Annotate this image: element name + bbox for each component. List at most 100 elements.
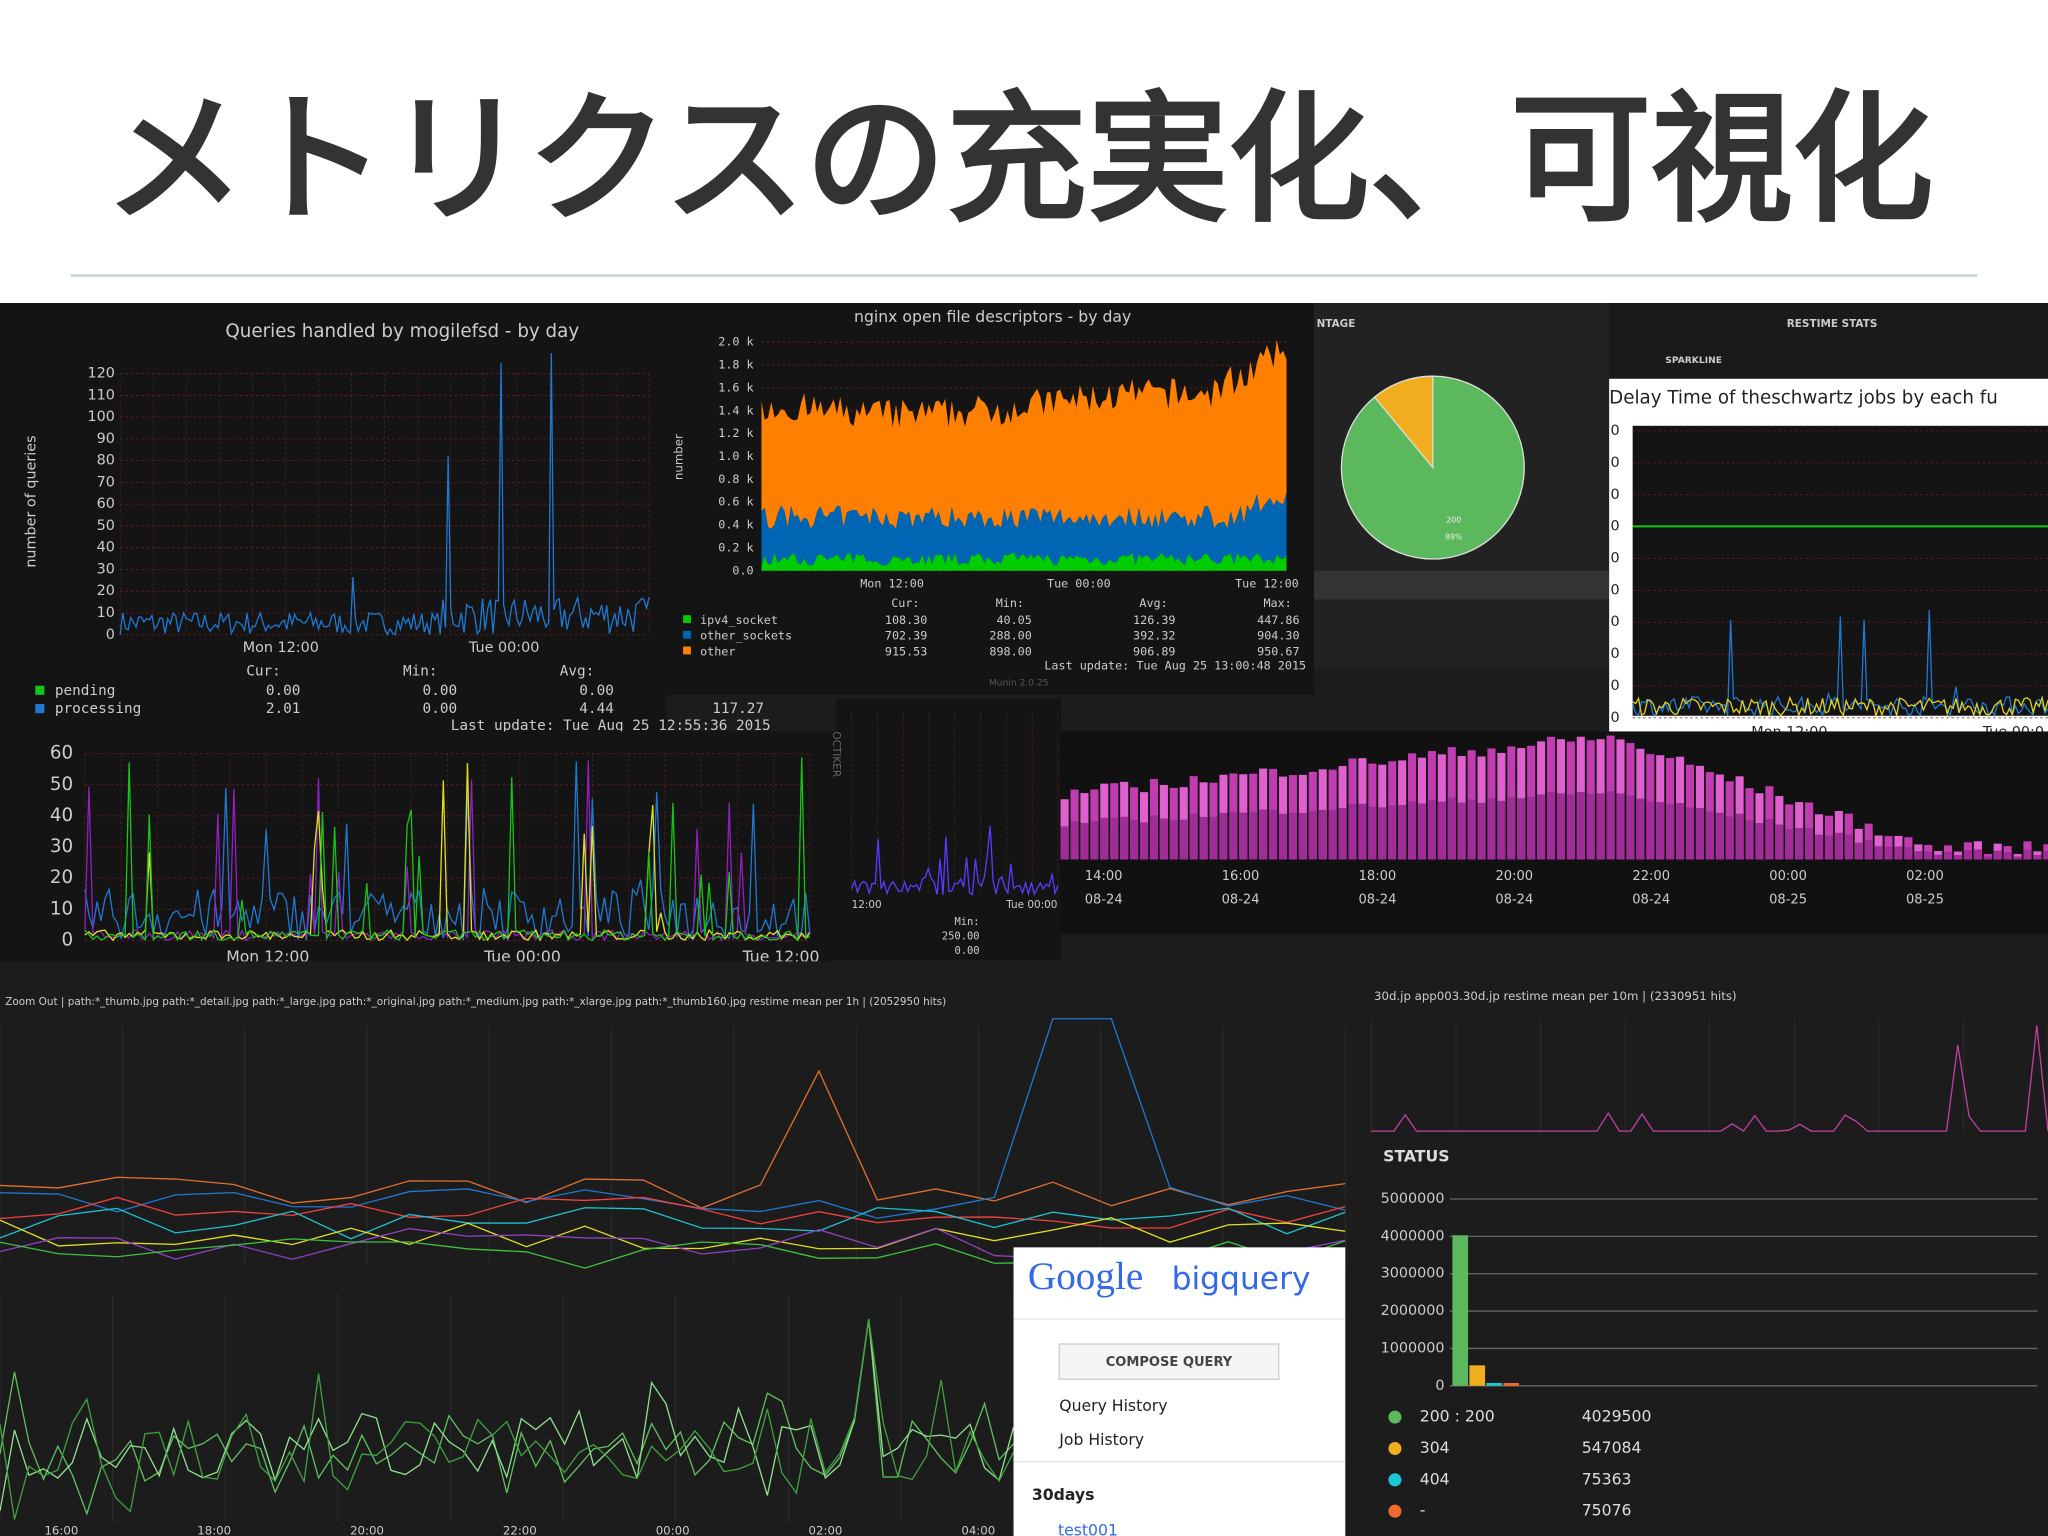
y-tick-label: 1.8 k — [718, 358, 753, 372]
y-tick-label: 0.8 k — [718, 472, 753, 486]
y-tick-label: 0 — [1610, 710, 1619, 726]
logo: Google — [1028, 1255, 1143, 1298]
bar-decor — [1775, 824, 1784, 860]
y-tick-label: 1.2 k — [718, 426, 753, 440]
area — [761, 552, 1287, 571]
bar-decor — [1656, 802, 1665, 860]
bar — [1503, 1382, 1520, 1386]
bar-decor — [1239, 812, 1248, 860]
stat: 904.30 — [1257, 629, 1299, 643]
trace — [0, 1207, 1346, 1240]
bar-decor — [1199, 817, 1208, 860]
bar-decor — [1209, 817, 1218, 860]
slice-label: 89% — [1445, 532, 1462, 541]
footer: Munin 2.0.25 — [989, 679, 1049, 689]
bar-decor — [1527, 796, 1536, 860]
y-tick-label: 0 — [1610, 614, 1619, 630]
bar-decor — [1864, 839, 1873, 860]
y-tick-label: 80 — [97, 453, 115, 469]
stat: 288.00 — [989, 629, 1031, 643]
legend-swatch — [35, 685, 45, 695]
x-tick-label: 12:00 — [852, 899, 882, 911]
nav-link[interactable]: Query History — [1059, 1396, 1167, 1415]
panel — [0, 1274, 1014, 1536]
bar-decor — [1934, 854, 1943, 860]
x-tick-label: Tue 00:00 — [468, 640, 539, 656]
chart-title: STATUS — [1383, 1147, 1449, 1166]
y-tick-label: 0 — [1610, 582, 1619, 598]
bar-decor — [2013, 856, 2022, 860]
bar-decor — [1616, 793, 1625, 860]
bar-decor — [1735, 813, 1744, 860]
bar-decor — [1606, 791, 1615, 860]
stat: 898.00 — [989, 644, 1031, 658]
trace — [84, 757, 811, 943]
nav-link[interactable]: Job History — [1058, 1430, 1144, 1449]
bar-decor — [1586, 793, 1595, 860]
legend-swatch — [683, 630, 691, 639]
button[interactable] — [1058, 1343, 1280, 1380]
button-label[interactable]: COMPOSE QUERY — [1106, 1355, 1233, 1370]
axis-label: number — [672, 434, 686, 480]
stat: 0.00 — [579, 683, 614, 699]
trace — [0, 1217, 1346, 1250]
trace — [84, 763, 811, 942]
bar-decor — [1477, 802, 1486, 860]
legend-label: other_sockets — [700, 629, 792, 643]
bar-decor — [1278, 813, 1288, 860]
logo-product: bigquery — [1172, 1261, 1311, 1297]
bar-decor — [1249, 812, 1258, 860]
legend-value: 4029500 — [1582, 1407, 1652, 1426]
y-tick-label: 0 — [1610, 550, 1619, 566]
bar-decor — [1556, 793, 1565, 860]
panel-header: RESTIME STATS — [1787, 318, 1878, 330]
x-tick-label: 00:00 — [1769, 869, 1807, 884]
x-tick-label: 08-24 — [1632, 892, 1670, 907]
y-tick-label: 0 — [1610, 423, 1619, 439]
x-tick-label: 00:00 — [656, 1523, 690, 1536]
x-tick-label: Tue 00:00 — [1005, 899, 1057, 911]
bar-decor — [1378, 807, 1387, 860]
bar-decor — [1705, 811, 1714, 860]
bar-decor — [1566, 794, 1575, 860]
column-header: Cur: — [891, 596, 919, 610]
legend-swatch — [683, 615, 691, 624]
bar-decor — [2023, 849, 2032, 860]
trace — [119, 353, 650, 637]
trace — [0, 1319, 1015, 1512]
bar-decor — [1715, 812, 1724, 860]
bar-decor — [1785, 829, 1794, 860]
y-tick-label: 0.0 — [732, 563, 753, 577]
bar-decor — [1576, 791, 1585, 860]
column-header: Max: — [1263, 596, 1291, 610]
panel — [0, 303, 667, 735]
stat: 447.86 — [1257, 613, 1299, 627]
bar-decor — [1427, 799, 1436, 860]
panel-title: Delay Time of theschwartz jobs by each f… — [1609, 387, 1998, 408]
y-tick-label: 0 — [1610, 678, 1619, 694]
last-update: Last update: Tue Aug 25 12:55:36 2015 — [451, 718, 771, 734]
stat: 0.00 — [423, 683, 458, 699]
dataset-link[interactable]: test001 — [1058, 1520, 1118, 1536]
bar-decor — [1795, 827, 1804, 860]
y-tick-label: 2.0 k — [718, 335, 753, 349]
x-tick-label: Tue 12:00 — [742, 947, 820, 966]
section-title: 30days — [1032, 1485, 1095, 1504]
bar-decor — [1695, 807, 1704, 860]
bar-decor — [1437, 801, 1446, 860]
y-tick-label: 0 — [1610, 646, 1619, 662]
x-tick-label: Tue 00:00 — [1047, 576, 1111, 590]
bar-decor — [1755, 823, 1764, 860]
bar-decor — [1944, 851, 1953, 860]
bar-decor — [1953, 855, 1963, 860]
bar-decor — [1646, 801, 1655, 860]
legend-label: - — [1420, 1501, 1426, 1520]
bar-decor — [1408, 801, 1417, 860]
bar-decor — [1993, 850, 2002, 860]
y-tick-label: 50 — [97, 518, 115, 534]
bar-decor — [1417, 803, 1427, 860]
bar-decor — [1814, 834, 1824, 860]
y-tick-label: 0 — [62, 929, 74, 950]
side-label: OCTIKER — [830, 731, 842, 777]
